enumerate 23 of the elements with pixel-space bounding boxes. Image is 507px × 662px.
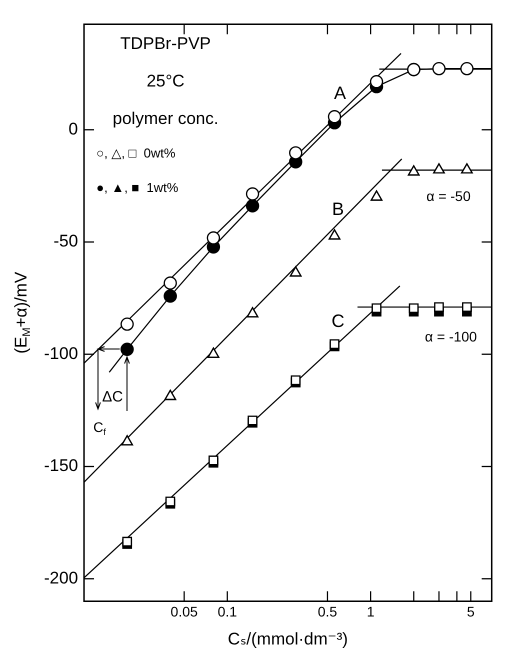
annotation: α = -50 [426, 188, 471, 204]
y-tick-label: 0 [68, 119, 78, 138]
annotation: B [332, 198, 344, 219]
annotation: A [334, 82, 346, 103]
x-tick-label: 0.1 [218, 603, 238, 620]
x-tick-label: 0.05 [170, 603, 198, 620]
x-tick-label: 1 [366, 603, 375, 620]
x-tick-label: 5 [466, 603, 475, 620]
y-axis-title: (EM+α)/mV [12, 271, 34, 354]
y-tick-label: -50 [53, 232, 78, 251]
y-tick-label: -150 [44, 456, 78, 476]
x-axis-title: Cₛ/(mmol·dm⁻³) [228, 630, 348, 649]
x-tick-label: 0.5 [318, 603, 338, 620]
annotation: α = -100 [424, 328, 478, 344]
annotation: 25°C [146, 72, 185, 91]
y-tick-label: -100 [44, 344, 78, 363]
annotation: TDPBr-PVP [120, 34, 211, 54]
y-tick-label: -200 [44, 568, 78, 588]
annotation: polymer conc. [112, 109, 218, 128]
annotation: ○, △, □ 0wt% [96, 146, 176, 161]
annotation: ●, ▲, ■ 1wt% [96, 180, 179, 196]
annotation: ΔC [102, 388, 124, 406]
annotation: C [332, 310, 345, 331]
